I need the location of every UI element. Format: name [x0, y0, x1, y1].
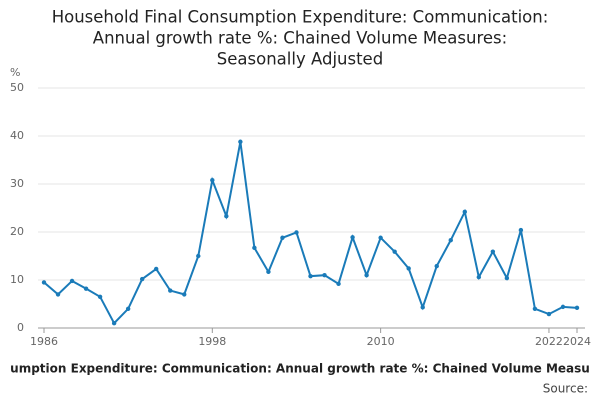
data-point [139, 276, 145, 282]
data-point [224, 213, 229, 219]
y-tick-label: 0 [17, 321, 24, 334]
x-axis-label: umption Expenditure: Communication: Annu… [10, 362, 590, 376]
data-point [364, 273, 369, 278]
data-point [378, 235, 383, 240]
y-tick-label: 30 [10, 177, 24, 190]
data-point [238, 139, 243, 144]
data-point [574, 305, 580, 311]
data-point [266, 269, 271, 275]
data-point [532, 306, 538, 311]
data-point [434, 263, 439, 269]
data-point [280, 235, 285, 240]
data-point [41, 280, 47, 285]
y-axis-label: % [10, 66, 20, 79]
data-point [448, 237, 453, 243]
data-point [168, 288, 173, 293]
data-point [308, 273, 313, 279]
y-tick-label: 10 [10, 273, 24, 286]
x-tick-label: 1986 [30, 335, 58, 348]
data-point [490, 249, 496, 254]
data-point [476, 274, 482, 280]
data-point [196, 253, 201, 259]
x-tick-label: 2010 [367, 335, 395, 348]
data-point [392, 249, 397, 254]
data-point [252, 245, 257, 251]
chart-title: Household Final Consumption Expenditure:… [52, 8, 549, 27]
data-point [182, 292, 187, 297]
data-point [154, 266, 159, 272]
data-point [210, 177, 215, 183]
data-point [504, 275, 510, 281]
x-tick-label: 2024 [563, 335, 591, 348]
data-point [406, 266, 411, 271]
data-point [111, 321, 117, 326]
data-point [462, 209, 467, 215]
y-tick-label: 40 [10, 129, 24, 142]
data-point [420, 305, 425, 310]
data-point [69, 278, 75, 284]
data-point [83, 286, 89, 291]
data-point [55, 292, 61, 297]
chart-title: Annual growth rate %: Chained Volume Mea… [93, 29, 507, 48]
data-point [518, 227, 524, 233]
data-point [125, 306, 131, 311]
data-point [546, 311, 552, 317]
data-point [294, 230, 299, 235]
source: Source: [543, 382, 588, 396]
chart-title: Seasonally Adjusted [217, 50, 383, 69]
data-point [350, 235, 355, 240]
data-point [560, 304, 566, 310]
data-point [336, 281, 341, 287]
y-tick-label: 50 [10, 81, 24, 94]
y-tick-label: 20 [10, 225, 24, 238]
x-tick-label: 1998 [198, 335, 226, 348]
x-tick-label: 2022 [535, 335, 563, 348]
data-point [322, 273, 327, 278]
data-point [97, 294, 103, 299]
